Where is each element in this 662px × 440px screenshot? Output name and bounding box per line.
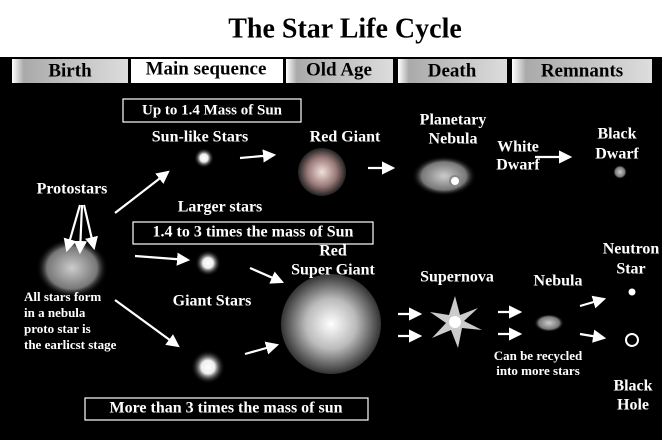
box-label: 1.4 to 3 times the mass of Sun <box>153 224 354 241</box>
box-label: More than 3 times the mass of sun <box>109 400 342 417</box>
black-dwarf <box>613 165 627 179</box>
red-giant <box>298 148 346 196</box>
tab-label: Old Age <box>306 59 372 80</box>
label: White <box>497 139 539 156</box>
tab-label: Birth <box>48 60 92 81</box>
red-super-giant <box>281 274 381 374</box>
supernova-core <box>449 316 461 328</box>
label: into more stars <box>496 363 580 378</box>
label: Neutron <box>603 241 660 258</box>
nebula <box>534 314 564 332</box>
black-hole <box>626 334 638 346</box>
label: Can be recycled <box>494 348 583 363</box>
label: Hole <box>617 397 649 414</box>
sun-like-star <box>194 148 214 168</box>
planetary-nebula <box>412 156 476 196</box>
label: Sun-like Stars <box>152 129 248 146</box>
label: Dwarf <box>595 146 639 163</box>
label: Larger stars <box>178 199 263 216</box>
label: Nebula <box>534 273 583 290</box>
label: in a nebula <box>24 305 86 320</box>
label: Super Giant <box>291 262 375 279</box>
label: Giant Stars <box>173 293 252 310</box>
label: Black <box>597 126 636 143</box>
giant-star <box>191 350 225 384</box>
label: Red Giant <box>310 129 381 146</box>
neutron-star <box>629 289 636 296</box>
title: The Star Life Cycle <box>228 13 462 44</box>
label: Black <box>613 378 652 395</box>
page: The Star Life Cycle Birth Main sequence … <box>0 0 662 440</box>
label: Planetary <box>420 112 487 129</box>
tabs: Birth Main sequence Old Age Death Remnan… <box>12 58 652 83</box>
label: Protostars <box>37 181 108 198</box>
label: Red <box>319 243 347 260</box>
label: Dwarf <box>496 157 540 174</box>
label: Nebula <box>429 131 478 148</box>
label: All stars form <box>24 289 101 304</box>
box-label: Up to 1.4 Mass of Sun <box>142 102 283 118</box>
label: Supernova <box>420 269 494 286</box>
label: proto star is <box>24 321 91 336</box>
tab-label: Remnants <box>541 60 623 81</box>
tab-label: Main sequence <box>146 58 267 79</box>
white-dwarf <box>450 176 460 186</box>
larger-star <box>195 250 221 276</box>
label: Star <box>616 261 645 278</box>
label: the earlicst stage <box>24 337 117 352</box>
tab-label: Death <box>428 60 477 81</box>
diagram: The Star Life Cycle Birth Main sequence … <box>0 0 662 440</box>
